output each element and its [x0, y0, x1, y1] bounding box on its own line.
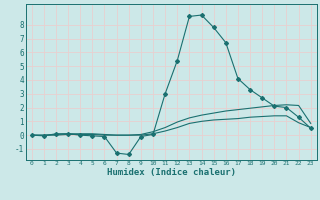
X-axis label: Humidex (Indice chaleur): Humidex (Indice chaleur): [107, 168, 236, 177]
